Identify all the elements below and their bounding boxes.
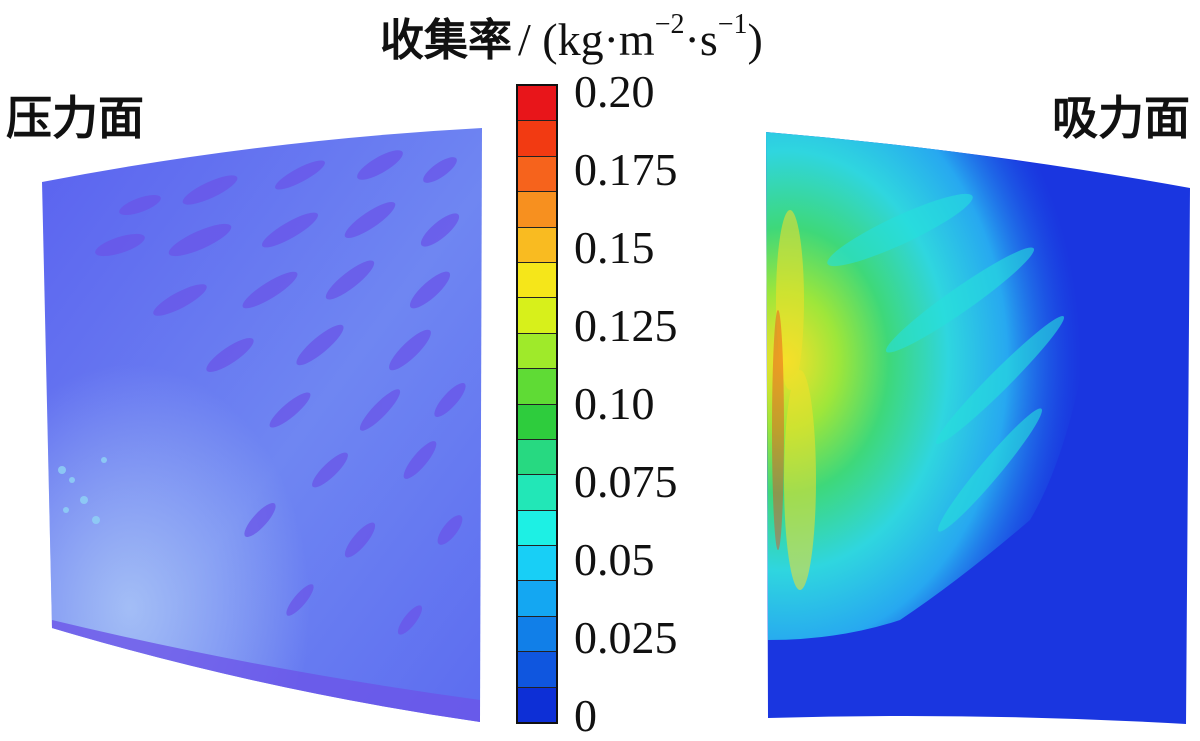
colorbar-swatch bbox=[518, 86, 556, 121]
colorbar-tick-label: 0.125 bbox=[574, 300, 678, 351]
suction-surface-label: 吸力面 bbox=[1052, 91, 1190, 145]
colorbar-swatch bbox=[518, 545, 556, 581]
colorbar-swatch bbox=[518, 438, 556, 475]
colorbar-swatch bbox=[518, 686, 556, 723]
pressure-surface-label: 压力面 bbox=[6, 91, 144, 145]
colorbar-swatch bbox=[518, 474, 556, 510]
suction-surface-map bbox=[766, 132, 1190, 724]
colorbar-tick-label: 0 bbox=[574, 690, 597, 741]
colorbar-swatch bbox=[518, 191, 556, 227]
colorbar-title: 收集率 / (kg·m−2·s−1) bbox=[380, 4, 763, 74]
colorbar-tick-label: 0.175 bbox=[574, 144, 678, 195]
colorbar-swatch bbox=[518, 120, 556, 156]
title-label: 收集率 bbox=[380, 15, 512, 66]
colorbar-tick-label: 0.20 bbox=[574, 66, 655, 117]
colorbar-tick-label: 0.075 bbox=[574, 456, 678, 507]
colorbar-swatch bbox=[518, 509, 556, 546]
colorbar-swatch bbox=[518, 580, 556, 616]
colorbar-swatch bbox=[518, 226, 556, 262]
colorbar-tick-label: 0.05 bbox=[574, 534, 655, 585]
colorbar-tick-label: 0.10 bbox=[574, 378, 655, 429]
unit-exponent-1: −2 bbox=[654, 8, 685, 40]
title-unit: / (kg·m−2·s−1) bbox=[518, 9, 763, 66]
colorbar-swatch bbox=[518, 332, 556, 369]
colorbar-swatch bbox=[518, 615, 556, 652]
unit-suffix: ) bbox=[747, 14, 763, 65]
colorbar-swatch bbox=[518, 368, 556, 404]
colorbar-tick-label: 0.025 bbox=[574, 612, 678, 663]
colorbar-tick-label: 0.15 bbox=[574, 222, 655, 273]
colorbar-swatch bbox=[518, 297, 556, 333]
unit-exponent-2: −1 bbox=[717, 8, 748, 40]
colorbar-swatch bbox=[518, 651, 556, 687]
colorbar-swatch bbox=[518, 155, 556, 192]
colorbar bbox=[516, 84, 558, 724]
unit-prefix: / (kg·m bbox=[518, 14, 655, 65]
colorbar-swatch bbox=[518, 261, 556, 298]
colorbar-swatch bbox=[518, 403, 556, 439]
unit-mid: ·s bbox=[684, 14, 718, 65]
pressure-surface-map bbox=[42, 128, 482, 722]
